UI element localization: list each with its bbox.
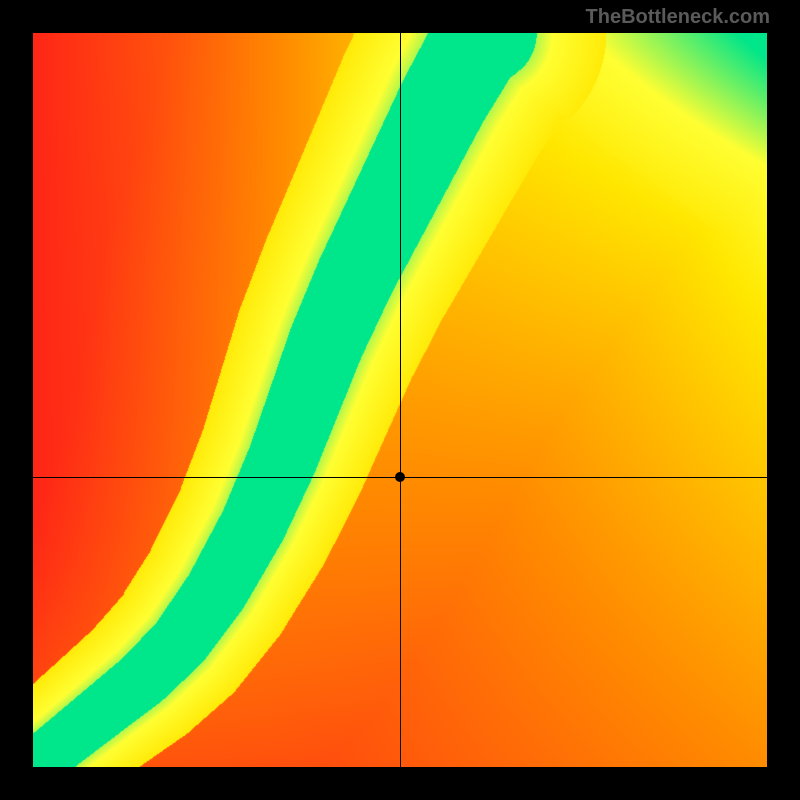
crosshair-marker bbox=[395, 472, 405, 482]
plot-area bbox=[33, 33, 767, 767]
crosshair-vertical bbox=[400, 33, 401, 767]
watermark-text: TheBottleneck.com bbox=[586, 6, 770, 29]
